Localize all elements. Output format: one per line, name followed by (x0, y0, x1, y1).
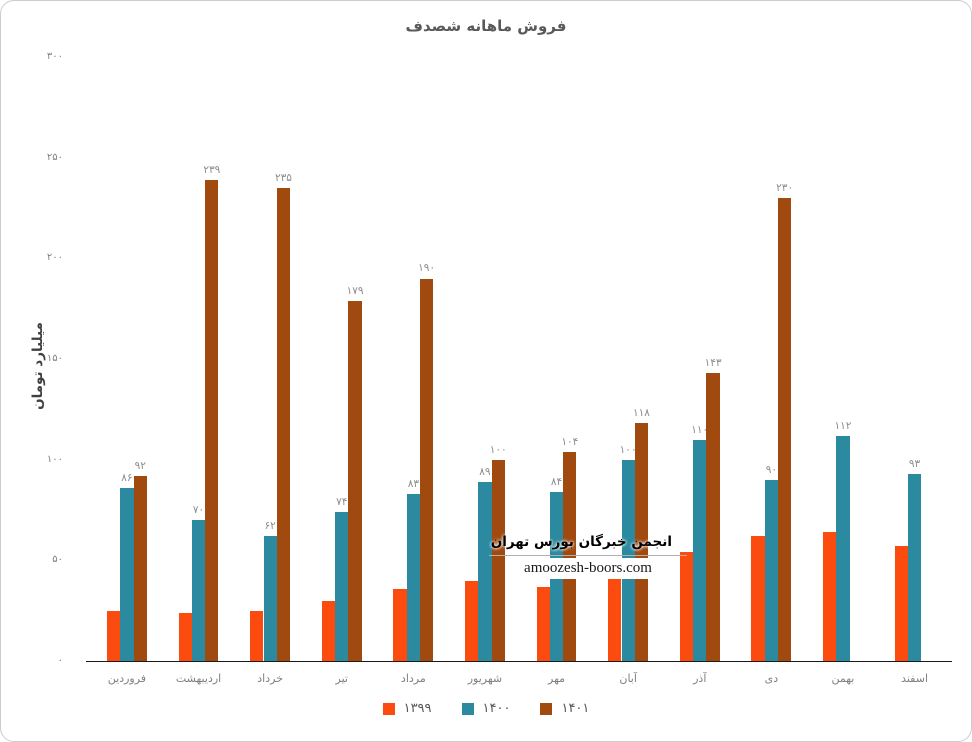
legend-item-۱۴۰۱: ۱۴۰۱ (540, 701, 589, 716)
bar-value-label: ۹۰ (765, 463, 777, 476)
y-tick-label: ۱۰۰ (46, 453, 63, 465)
bar-۱۴۰۱-اردیبهشت (205, 179, 219, 661)
legend-item-۱۴۰۰: ۱۴۰۰ (461, 701, 511, 716)
bar-۱۳۹۹-فروردین (107, 610, 121, 661)
bar-۱۳۹۹-آبان (608, 564, 622, 661)
x-tick-label-آبان: آبان (619, 672, 637, 685)
bar-value-label: ۸۴ (550, 475, 563, 488)
bar-value-label: ۸۳ (407, 477, 419, 490)
bar-value-label: ۱۷۹ (346, 284, 364, 297)
x-axis-line (86, 661, 952, 662)
bar-۱۴۰۱-آذر (706, 373, 720, 661)
legend-item-۱۳۹۹: ۱۳۹۹ (382, 701, 432, 716)
bar-۱۳۹۹-تیر (321, 600, 336, 661)
watermark-text: انجمن خبرگان بورس تهران (490, 534, 672, 550)
x-tick-label-تیر: تیر (335, 672, 348, 685)
y-tick-label: ۵۰ (52, 554, 63, 566)
bar-۱۴۰۱-فروردین (133, 475, 147, 661)
bar-۱۳۹۹-شهریور (465, 580, 479, 661)
watermark-divider (489, 555, 687, 556)
x-tick-label-شهریور: شهریور (467, 672, 503, 685)
bar-۱۳۹۹-مرداد (393, 588, 407, 661)
bar-۱۴۰۰-تیر (335, 512, 349, 661)
x-tick-label-خرداد: خرداد (257, 672, 283, 685)
watermark: انجمن خبرگان بورس تهران amoozesh-boors.c… (489, 534, 687, 579)
bar-value-label: ۶۲ (264, 520, 276, 533)
bar-value-label: ۹۲ (134, 459, 146, 472)
bar-value-label: ۱۰۴ (561, 435, 579, 448)
bar-۱۴۰۰-اسفند (907, 473, 922, 661)
y-tick-label: ۱۵۰ (46, 353, 63, 364)
bar-value-label: ۱۱۲ (834, 419, 852, 432)
legend-label: ۱۴۰۰ (482, 701, 511, 716)
y-tick-label: ۳۰۰ (46, 51, 63, 62)
bar-۱۴۰۱-مرداد (420, 278, 434, 661)
y-tick-label: ۲۰۰ (46, 252, 63, 264)
x-tick-label-فروردین: فروردین (107, 672, 147, 685)
x-tick-label-اردیبهشت: اردیبهشت (175, 672, 222, 685)
bar-value-label: ۱۰۰ (619, 443, 637, 456)
bar-۱۳۹۹-خرداد (250, 610, 264, 661)
bar-۱۳۹۹-بهمن (823, 532, 837, 661)
bar-۱۴۰۰-آذر (693, 439, 707, 661)
bar-۱۴۰۰-فروردین (120, 487, 134, 661)
bar-۱۴۰۱-شهریور (491, 459, 505, 661)
y-tick-label: ۰ (57, 655, 63, 666)
bar-value-label: ۱۱۰ (691, 423, 709, 436)
bar-value-label: ۸۹ (479, 465, 491, 478)
bar-value-label: ۱۴۳ (704, 357, 722, 370)
legend-swatch-icon (382, 702, 395, 715)
bar-۱۴۰۰-دی (764, 479, 778, 661)
x-tick-label-آذر: آذر (693, 672, 707, 685)
x-tick-label-دی: دی (764, 672, 779, 685)
bar-۱۴۰۰-اردیبهشت (191, 520, 206, 661)
bar-۱۴۰۰-بهمن (836, 435, 850, 661)
bar-value-label: ۱۹۰ (418, 262, 436, 275)
y-tick-label: ۲۵۰ (46, 151, 63, 163)
bar-۱۴۰۰-مرداد (406, 493, 420, 661)
bar-۱۴۰۱-تیر (348, 300, 362, 661)
bar-۱۳۹۹-اردیبهشت (178, 612, 192, 661)
x-tick-label-مهر: مهر (548, 672, 566, 685)
x-tick-label-مرداد: مرداد (400, 672, 426, 685)
bar-۱۳۹۹-اسفند (894, 546, 908, 661)
bar-value-label: ۷۴ (336, 496, 348, 508)
bar-value-label: ۹۳ (908, 457, 921, 470)
bar-۱۳۹۹-آذر (679, 552, 694, 661)
bar-۱۴۰۱-خرداد (276, 187, 291, 661)
x-tick-label-بهمن: بهمن (831, 672, 855, 685)
bar-۱۴۰۱-دی (778, 197, 792, 661)
watermark-url: amoozesh-boors.com (520, 558, 656, 579)
y-axis-title: میلیارد تومان (30, 322, 46, 410)
bar-value-label: ۷۰ (192, 504, 205, 517)
bar-value-label: ۱۱۸ (632, 407, 650, 420)
legend-label: ۱۳۹۹ (403, 701, 432, 716)
chart-title: فروش ماهانه شصدف (405, 17, 567, 35)
legend-swatch-icon (540, 702, 553, 715)
legend: ۱۳۹۹ ۱۴۰۰ ۱۴۰۱ (1, 701, 971, 716)
bar-۱۴۰۱-مهر (563, 451, 577, 661)
bar-value-label: ۲۳۵ (274, 171, 292, 184)
bar-value-label: ۲۳۹ (203, 163, 221, 176)
legend-swatch-icon (461, 702, 474, 715)
bar-۱۴۰۰-شهریور (478, 481, 492, 661)
bar-۱۳۹۹-دی (751, 536, 765, 661)
bar-۱۴۰۱-آبان (634, 423, 649, 661)
bar-۱۴۰۰-خرداد (263, 536, 277, 661)
bar-value-label: ۱۰۰ (489, 443, 507, 456)
bar-value-label: ۸۶ (121, 471, 133, 484)
x-tick-label-اسفند: اسفند (901, 672, 929, 685)
legend-label: ۱۴۰۱ (561, 701, 590, 716)
bar-value-label: ۲۳۰ (776, 181, 794, 194)
bar-۱۳۹۹-مهر (536, 586, 550, 661)
